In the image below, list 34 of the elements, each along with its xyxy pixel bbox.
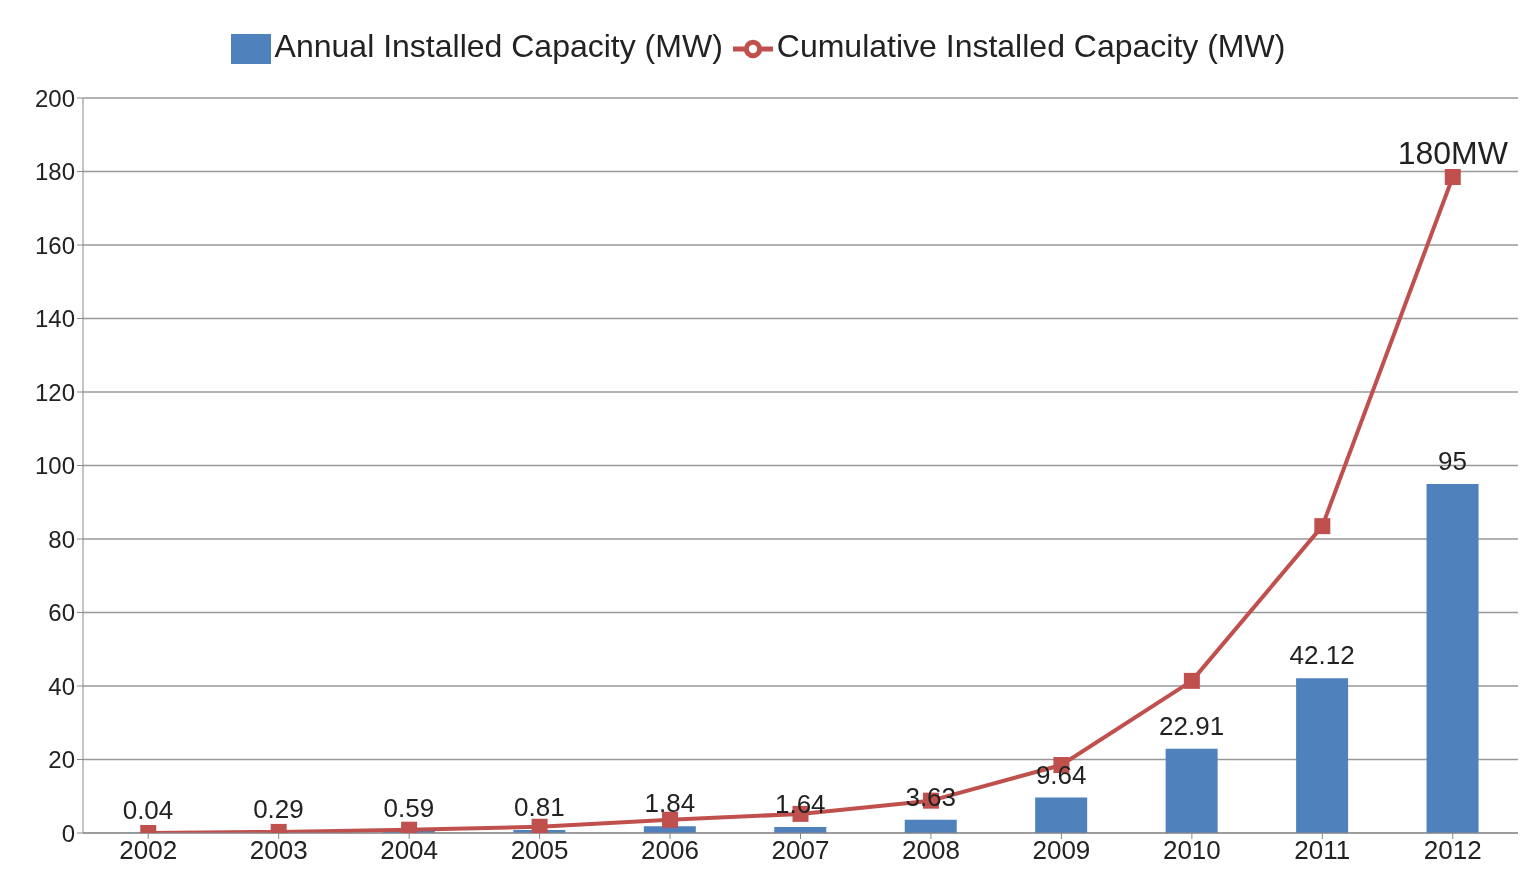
y-tick-label: 200 — [34, 84, 75, 112]
y-tick-label: 140 — [34, 305, 75, 333]
x-tick-label: 2012 — [1423, 835, 1482, 866]
y-tick-label: 80 — [48, 525, 75, 553]
y-tick-label: 0 — [61, 819, 75, 847]
x-tick-label: 2011 — [1294, 835, 1351, 866]
y-tick-label: 120 — [34, 378, 75, 406]
x-tick-label: 2004 — [380, 835, 439, 866]
x-tick-label: 2003 — [249, 835, 308, 866]
x-tick-label: 2009 — [1032, 835, 1091, 866]
x-tick-label: 2010 — [1162, 835, 1221, 866]
data-label: 0.59 — [383, 792, 435, 823]
y-tick-label: 160 — [34, 231, 75, 259]
x-tick-label: 2002 — [119, 835, 178, 866]
data-label: 1.84 — [644, 788, 696, 819]
y-tick-label: 180 — [34, 158, 75, 186]
data-label: 42.12 — [1289, 640, 1355, 671]
data-label: 95 — [1438, 445, 1468, 476]
y-tick-label: 20 — [48, 746, 75, 774]
data-label: 22.91 — [1159, 710, 1225, 741]
data-label: 0.04 — [122, 794, 174, 825]
annotation: 180MW — [1397, 134, 1509, 171]
legend-label: Cumulative Installed Capacity (MW) — [776, 28, 1286, 64]
data-label: 1.64 — [774, 788, 826, 819]
data-label: 0.81 — [514, 792, 565, 823]
x-tick-label: 2005 — [510, 835, 569, 866]
data-label: 0.29 — [253, 793, 304, 824]
y-tick-label: 40 — [48, 672, 75, 700]
x-tick-label: 2008 — [902, 835, 960, 866]
x-tick-label: 2006 — [641, 835, 699, 866]
x-tick-label: 2007 — [771, 835, 830, 866]
y-tick-label: 100 — [34, 452, 75, 480]
y-tick-label: 60 — [48, 599, 75, 627]
legend-label: Annual Installed Capacity (MW) — [274, 28, 723, 64]
